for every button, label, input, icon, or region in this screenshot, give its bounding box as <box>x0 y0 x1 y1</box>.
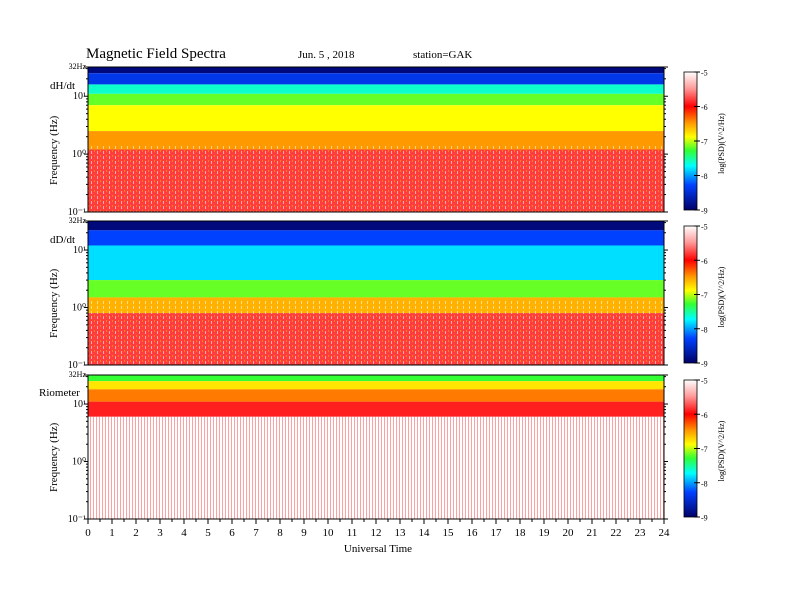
x-tick-label: 15 <box>443 527 455 539</box>
y-tick-label: 10⁻¹ <box>68 514 86 525</box>
spectral-band <box>88 401 664 417</box>
spectrogram-riometer: 32Hz 10¹ 10⁰ 10⁻¹ <box>68 370 668 525</box>
colorbar-dd-dt: -5 -6 -7 -8 -9 log(PSD)(V^2/Hz) <box>683 223 726 369</box>
colorbar-tick-label: -8 <box>701 172 708 181</box>
colorbar-tick-label: -5 <box>701 69 708 78</box>
y-tick-label: 10⁰ <box>72 149 86 160</box>
spectral-band <box>88 221 664 231</box>
x-tick-label: 11 <box>347 527 358 539</box>
x-tick-label: 19 <box>539 527 551 539</box>
y-tick-label: 10⁻¹ <box>68 360 86 371</box>
colorbar-tick-label: -7 <box>701 445 708 454</box>
colorbar-tick-label: -9 <box>701 207 708 216</box>
x-axis-label: Universal Time <box>344 543 412 555</box>
spectral-band <box>88 389 664 402</box>
spectral-texture <box>88 299 664 365</box>
x-tick-label: 20 <box>563 527 575 539</box>
spectral-band <box>88 73 664 85</box>
spectral-band <box>88 245 664 281</box>
ylabel-riometer: Frequency (Hz) <box>48 422 60 492</box>
x-tick-label: 1 <box>109 527 115 539</box>
x-tick-label: 7 <box>253 527 259 539</box>
spectral-band <box>88 105 664 132</box>
x-tick-label: 5 <box>205 527 211 539</box>
x-tick-label: 12 <box>371 527 382 539</box>
ylabel-dh-dt: Frequency (Hz) <box>48 115 60 185</box>
colorbar-tick-label: -6 <box>701 257 708 266</box>
y-tick-label: 32Hz <box>69 370 87 379</box>
spectral-band <box>88 93 664 106</box>
colorbar-tick-label: -9 <box>701 514 708 523</box>
spectrogram-dh-dt: 32Hz 10¹ 10⁰ 10⁻¹ <box>68 62 668 218</box>
y-tick-label: 10¹ <box>73 91 86 102</box>
x-tick-label: 9 <box>301 527 307 539</box>
spectral-band <box>88 375 664 382</box>
ylabel-dd-dt: Frequency (Hz) <box>48 268 60 338</box>
y-tick-label: 10⁻¹ <box>68 207 86 218</box>
y-tick-label: 32Hz <box>69 62 87 71</box>
spectral-texture <box>88 416 664 519</box>
colorbar-tick-label: -6 <box>701 411 708 420</box>
x-tick-label: 10 <box>323 527 335 539</box>
panel-label-dh-dt: dH/dt <box>50 80 75 92</box>
y-tick-label: 10⁰ <box>72 303 86 314</box>
colorbar-tick-label: -8 <box>701 325 708 334</box>
x-tick-label: 23 <box>635 527 647 539</box>
x-tick-label: 14 <box>419 527 431 539</box>
x-tick-label: 2 <box>133 527 139 539</box>
x-tick-label: 18 <box>515 527 527 539</box>
colorbar-tick-label: -5 <box>701 223 708 232</box>
colorbar-tick-label: -7 <box>701 291 708 300</box>
panel-riometer: 32Hz 10¹ 10⁰ 10⁻¹ Riometer Frequency (Hz) <box>39 370 668 525</box>
colorbar-tick-label: -7 <box>701 138 708 147</box>
colorbar-label: log(PSD)(V^2/Hz) <box>717 420 726 481</box>
x-tick-label: 8 <box>277 527 283 539</box>
spectral-band <box>88 131 664 150</box>
date-label: Jun. 5 , 2018 <box>298 49 355 61</box>
colorbar-tick-label: -9 <box>701 360 708 369</box>
spectral-texture <box>88 145 664 212</box>
x-tick-label: 3 <box>157 527 163 539</box>
spectral-band <box>88 230 664 246</box>
x-tick-label: 0 <box>85 527 91 539</box>
figure-title: Magnetic Field Spectra <box>86 46 226 62</box>
spectral-band <box>88 67 664 74</box>
x-tick-label: 16 <box>467 527 479 539</box>
x-tick-label: 17 <box>491 527 503 539</box>
colorbar-tick-label: -5 <box>701 377 708 386</box>
y-tick-label: 32Hz <box>69 216 87 225</box>
colorbar-label: log(PSD)(V^2/Hz) <box>717 266 726 327</box>
x-tick-label: 22 <box>611 527 622 539</box>
spectral-band <box>88 84 664 94</box>
colorbar-tick-label: -6 <box>701 103 708 112</box>
colorbar-riometer: -5 -6 -7 -8 -9 log(PSD)(V^2/Hz) <box>683 377 726 523</box>
panel-dd-dt: 32Hz 10¹ 10⁰ 10⁻¹ dD/dt Frequency (Hz) <box>48 216 668 371</box>
y-tick-label: 10¹ <box>73 245 86 256</box>
x-tick-label: 6 <box>229 527 235 539</box>
x-tick-label: 4 <box>181 527 187 539</box>
spectral-band <box>88 381 664 390</box>
spectral-band <box>88 280 664 298</box>
x-tick-label: 21 <box>587 527 598 539</box>
x-tick-label: 24 <box>659 527 671 539</box>
colorbar-dh-dt: -5 -6 -7 -8 -9 log(PSD)(V^2/Hz) <box>683 69 726 216</box>
colorbar-tick-label: -8 <box>701 479 708 488</box>
spectrogram-dd-dt: 32Hz 10¹ 10⁰ 10⁻¹ <box>68 216 668 371</box>
y-tick-label: 10¹ <box>73 399 86 410</box>
y-tick-label: 10⁰ <box>72 457 86 468</box>
x-tick-label: 13 <box>395 527 407 539</box>
panel-dh-dt: 32Hz 10¹ 10⁰ 10⁻¹ dH/dt Frequency (Hz) <box>48 62 668 218</box>
panel-frame <box>87 220 665 366</box>
panel-frame <box>87 66 665 213</box>
station-label: station=GAK <box>413 49 472 61</box>
panel-label-riometer: Riometer <box>39 387 80 399</box>
colorbar-label: log(PSD)(V^2/Hz) <box>717 113 726 174</box>
panel-label-dd-dt: dD/dt <box>50 234 75 246</box>
x-axis: 0 1 2 3 4 5 6 7 8 9 10 11 12 13 14 15 16 17 18 19 20 21 22 23 24 <box>85 519 670 539</box>
